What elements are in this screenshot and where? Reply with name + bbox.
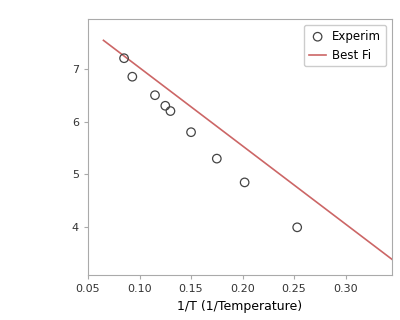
Experim: [294, 225, 300, 230]
Experim: [242, 180, 248, 185]
Experim: [121, 56, 127, 61]
Experim: [167, 108, 174, 114]
Experim: [214, 156, 220, 161]
Best Fi: [390, 257, 394, 261]
Best Fi: [272, 168, 277, 172]
Best Fi: [273, 169, 278, 172]
X-axis label: 1/T (1/Temperature): 1/T (1/Temperature): [178, 300, 302, 313]
Best Fi: [101, 38, 106, 42]
Best Fi: [344, 223, 349, 227]
Legend: Experim, Best Fi: Experim, Best Fi: [304, 25, 386, 67]
Experim: [129, 74, 136, 79]
Experim: [188, 130, 194, 135]
Best Fi: [102, 39, 107, 43]
Best Fi: [362, 237, 367, 241]
Best Fi: [278, 172, 282, 176]
Experim: [162, 103, 168, 108]
Line: Best Fi: Best Fi: [104, 40, 392, 259]
Experim: [152, 92, 158, 98]
